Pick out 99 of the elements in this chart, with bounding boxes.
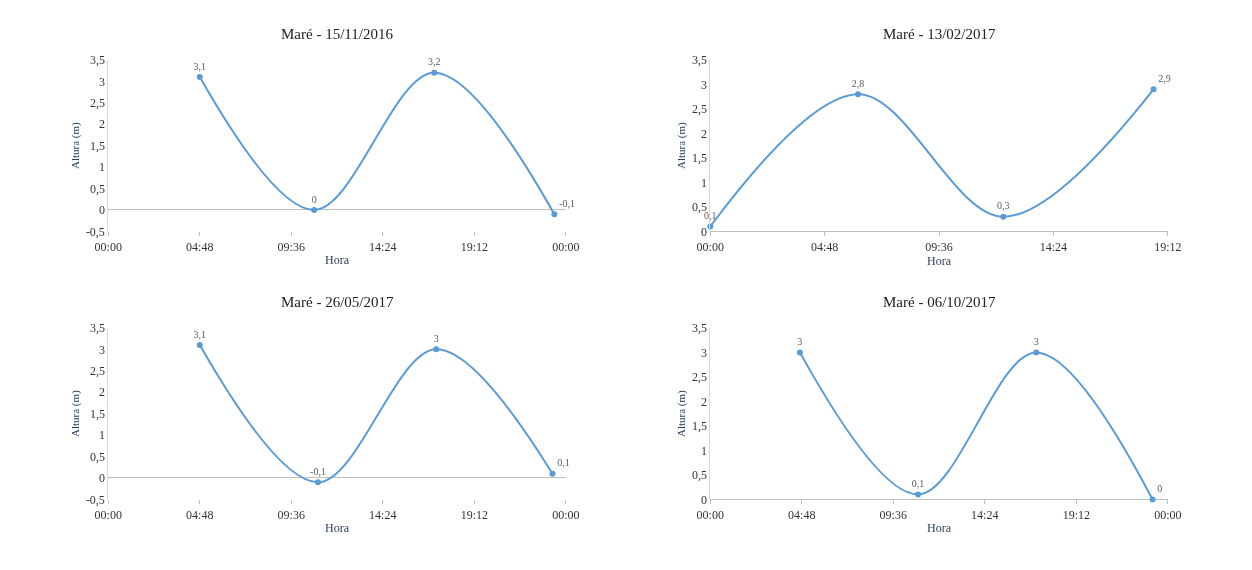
data-label: 0,1	[557, 457, 570, 469]
y-tick-label: 1	[700, 175, 707, 190]
y-tick-label: 2,5	[691, 370, 707, 385]
chart-title: Maré - 06/10/2017	[883, 294, 996, 310]
x-tick-label: 00:00	[1154, 507, 1182, 522]
y-tick-label: 2,5	[89, 363, 105, 378]
x-tick-label: 04:48	[186, 507, 214, 522]
x-tick-label: 00:00	[552, 239, 580, 254]
x-tick-label: 09:36	[277, 239, 305, 254]
x-axis-title: Hora	[325, 252, 350, 267]
y-tick-label: 0,5	[89, 181, 105, 196]
x-tick-label: 14:24	[1039, 239, 1068, 254]
y-tick-label: 0	[700, 224, 707, 239]
y-tick-label: 0,5	[89, 449, 105, 464]
point	[314, 479, 321, 486]
y-tick-label: 3	[98, 74, 105, 89]
point	[1000, 213, 1007, 220]
x-tick-label: 00:00	[94, 239, 122, 254]
y-tick-label: 0	[98, 203, 105, 218]
point	[1150, 86, 1157, 93]
y-axis-title: Altura (m)	[68, 389, 82, 438]
data-label: 0,1	[911, 478, 925, 490]
y-tick-label: 3	[700, 345, 707, 360]
data-label: -0,1	[559, 198, 575, 209]
point	[311, 206, 318, 213]
x-tick-label: 19:12	[1154, 239, 1182, 254]
x-axis-title: Hora	[927, 520, 952, 535]
point	[551, 211, 558, 218]
x-tick-label: 00:00	[696, 507, 724, 522]
y-tick-label: 2	[98, 117, 105, 132]
y-axis-title: Altura (m)	[674, 389, 688, 438]
y-tick-label: 3,5	[691, 321, 707, 336]
x-tick-label: 09:36	[925, 239, 953, 254]
data-label: -0,1	[310, 466, 326, 477]
chart-title: Maré - 13/02/2017	[883, 26, 996, 42]
point	[1149, 496, 1156, 503]
data-label: 3,1	[193, 60, 207, 72]
y-tick-label: 3,5	[691, 53, 707, 68]
data-label: 2,9	[1158, 73, 1171, 85]
x-tick-label: 19:12	[1062, 507, 1090, 522]
y-tick-label: 1,5	[691, 419, 707, 434]
point	[196, 342, 203, 349]
x-tick-label: 09:36	[277, 507, 305, 522]
x-tick-label: 04:48	[186, 239, 214, 254]
y-tick-label: 0,5	[691, 468, 707, 483]
x-tick-label: 09:36	[879, 507, 907, 522]
data-label: 0	[311, 193, 317, 205]
point	[549, 470, 556, 477]
y-tick-label: -0,5	[85, 492, 105, 507]
data-label: 0,1	[704, 210, 717, 222]
y-axis-title: Altura (m)	[674, 121, 688, 170]
y-axis-title: Altura (m)	[68, 121, 82, 170]
y-tick-label: 3,5	[89, 53, 105, 68]
data-label: 3	[1033, 336, 1039, 348]
chart-title: Maré - 26/05/2017	[281, 294, 394, 310]
y-tick-label: 3	[98, 342, 105, 357]
x-tick-label: 19:12	[460, 507, 488, 522]
y-tick-label: 2,5	[691, 102, 707, 117]
point	[1033, 349, 1040, 356]
data-label: 2,8	[851, 77, 865, 89]
data-label: 3,1	[193, 328, 207, 340]
y-tick-label: 1,5	[89, 406, 105, 421]
x-tick-label: 14:24	[369, 239, 397, 254]
y-tick-label: 0	[98, 471, 105, 486]
data-label: 3,2	[428, 56, 441, 68]
x-tick-label: 00:00	[552, 507, 580, 522]
y-tick-label: 3	[700, 77, 707, 92]
x-tick-label: 00:00	[94, 507, 122, 522]
y-tick-label: 0	[700, 492, 707, 507]
x-tick-label: 04:48	[810, 239, 839, 254]
y-tick-label: 1,5	[691, 151, 707, 166]
point	[855, 91, 862, 98]
y-tick-label: 2	[700, 126, 707, 141]
x-tick-label: 04:48	[788, 507, 816, 522]
y-tick-label: 2	[98, 385, 105, 400]
y-tick-label: 1	[98, 160, 105, 175]
x-axis-title: Hora	[927, 253, 952, 268]
y-tick-label: 1	[700, 443, 707, 458]
y-tick-label: 1	[98, 428, 105, 443]
data-label: 3	[797, 336, 803, 348]
point	[431, 69, 438, 76]
point	[915, 491, 922, 498]
x-tick-label: 19:12	[460, 239, 488, 254]
x-tick-label: 14:24	[369, 507, 397, 522]
data-label: 3	[433, 333, 439, 345]
point	[196, 74, 203, 81]
y-tick-label: 2,5	[89, 95, 105, 110]
data-label: 0	[1157, 483, 1163, 495]
y-tick-label: 2	[700, 394, 707, 409]
data-label: 0,3	[997, 200, 1010, 212]
y-tick-label: 1,5	[89, 138, 105, 153]
point	[433, 346, 440, 353]
x-tick-label: 00:00	[696, 239, 724, 254]
y-tick-label: 3,5	[89, 321, 105, 336]
x-axis-title: Hora	[325, 520, 350, 535]
x-tick-label: 14:24	[971, 507, 999, 522]
chart-title: Maré - 15/11/2016	[281, 26, 394, 42]
y-tick-label: -0,5	[85, 224, 105, 239]
point	[796, 349, 803, 356]
